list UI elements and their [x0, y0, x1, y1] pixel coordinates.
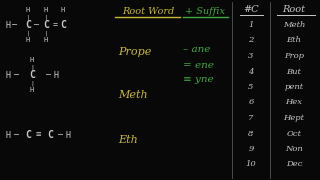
- Text: = ene: = ene: [183, 60, 214, 69]
- Text: H: H: [5, 21, 11, 30]
- Text: Dec: Dec: [286, 161, 302, 168]
- Text: –: –: [12, 21, 18, 30]
- Text: 6: 6: [248, 98, 254, 107]
- Text: – ane: – ane: [183, 46, 210, 55]
- Text: Prop: Prop: [284, 52, 304, 60]
- Text: C: C: [25, 20, 31, 30]
- Text: 8: 8: [248, 129, 254, 138]
- Text: |: |: [44, 14, 48, 20]
- Text: 2: 2: [248, 37, 254, 44]
- Text: |: |: [26, 14, 30, 20]
- Text: #C: #C: [243, 6, 259, 15]
- Text: |: |: [30, 80, 34, 86]
- Text: –: –: [13, 71, 19, 80]
- Text: 9: 9: [248, 145, 254, 153]
- Text: pent: pent: [284, 83, 304, 91]
- Text: C: C: [60, 20, 66, 30]
- Text: C: C: [25, 130, 31, 140]
- Text: –: –: [58, 130, 62, 140]
- Text: Prope: Prope: [118, 47, 151, 57]
- Text: H: H: [44, 37, 48, 43]
- Text: C: C: [43, 20, 49, 30]
- Text: Oct: Oct: [286, 129, 301, 138]
- Text: 7: 7: [248, 114, 254, 122]
- Text: H: H: [30, 57, 34, 63]
- Text: Meth: Meth: [118, 90, 148, 100]
- Text: 10: 10: [246, 161, 256, 168]
- Text: |: |: [30, 64, 34, 70]
- Text: H: H: [5, 130, 11, 140]
- Text: =: =: [52, 21, 58, 30]
- Text: H: H: [30, 87, 34, 93]
- Text: ≡ yne: ≡ yne: [183, 75, 214, 84]
- Text: Root: Root: [283, 6, 306, 15]
- Text: ≡: ≡: [35, 130, 41, 140]
- Text: + Suffix: + Suffix: [185, 8, 225, 17]
- Text: 5: 5: [248, 83, 254, 91]
- Text: –: –: [45, 71, 51, 80]
- Text: H: H: [66, 130, 70, 140]
- Text: |: |: [26, 30, 30, 36]
- Text: H: H: [26, 37, 30, 43]
- Text: |: |: [44, 30, 48, 36]
- Text: 4: 4: [248, 68, 254, 75]
- Text: –: –: [13, 130, 19, 140]
- Text: H: H: [53, 71, 59, 80]
- Text: H: H: [44, 7, 48, 13]
- Text: –: –: [35, 21, 39, 30]
- Text: But: But: [287, 68, 301, 75]
- Text: Non: Non: [285, 145, 303, 153]
- Text: C: C: [29, 70, 35, 80]
- Text: 3: 3: [248, 52, 254, 60]
- Text: 1: 1: [248, 21, 254, 29]
- Text: H: H: [61, 7, 65, 13]
- Text: C: C: [47, 130, 53, 140]
- Text: H: H: [26, 7, 30, 13]
- Text: Meth: Meth: [283, 21, 305, 29]
- Text: Eth: Eth: [287, 37, 301, 44]
- Text: Hex: Hex: [285, 98, 302, 107]
- Text: Hept: Hept: [284, 114, 305, 122]
- Text: Eth: Eth: [118, 135, 138, 145]
- Text: H: H: [5, 71, 11, 80]
- Text: Root Word: Root Word: [122, 8, 174, 17]
